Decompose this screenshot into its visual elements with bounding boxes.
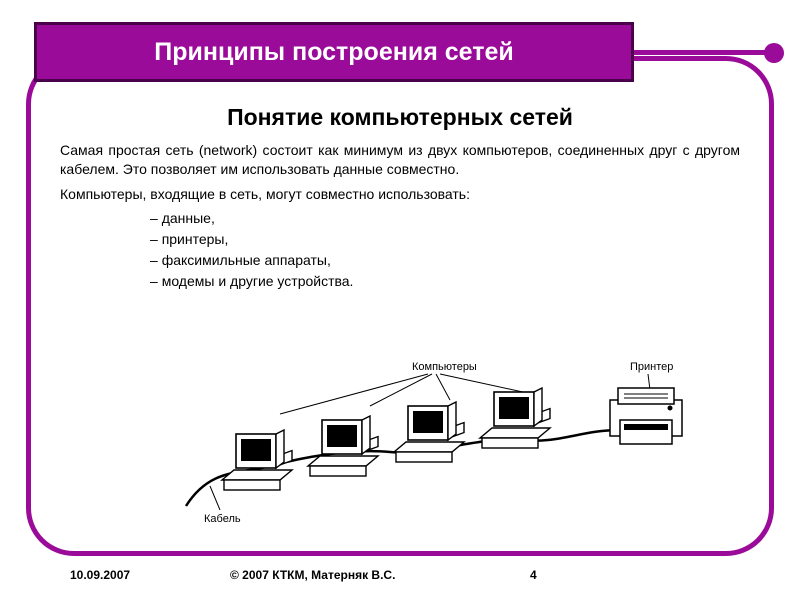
bullet-list: данные, принтеры, факсимильные аппараты,…: [150, 208, 740, 292]
content-area: Понятие компьютерных сетей Самая простая…: [60, 104, 740, 292]
list-item: данные,: [150, 208, 740, 229]
diagram-label-printer: Принтер: [630, 361, 673, 373]
subheading: Понятие компьютерных сетей: [60, 104, 740, 131]
slide: Принципы построения сетей Понятие компью…: [0, 0, 800, 600]
computer-icon: [480, 388, 550, 448]
footer-copyright: © 2007 КТКМ, Матерняк В.С.: [230, 568, 530, 590]
diagram-label-computers: Компьютеры: [412, 361, 477, 373]
list-item: факсимильные аппараты,: [150, 250, 740, 271]
footer: 10.09.2007 © 2007 КТКМ, Матерняк В.С. 4: [70, 568, 740, 590]
slide-title: Принципы построения сетей: [154, 38, 513, 67]
printer-icon: [610, 388, 682, 444]
paragraph-2: Компьютеры, входящие в сеть, могут совме…: [60, 185, 740, 204]
title-bar: Принципы построения сетей: [34, 22, 634, 82]
label-pointers: [280, 374, 650, 414]
footer-page-number: 4: [530, 568, 630, 590]
footer-date: 10.09.2007: [70, 568, 230, 590]
network-diagram: Компьютеры Принтер Кабель: [150, 356, 710, 526]
paragraph-1: Самая простая сеть (network) состоит как…: [60, 141, 740, 179]
list-item: принтеры,: [150, 229, 740, 250]
diagram-label-cable: Кабель: [204, 513, 241, 525]
list-item: модемы и другие устройства.: [150, 271, 740, 292]
computer-icon: [308, 416, 378, 476]
connector-dot: [764, 43, 784, 63]
cable-label-pointer: [210, 486, 220, 510]
accent-line: [634, 50, 774, 55]
computer-icon: [394, 402, 464, 462]
computer-icon: [222, 430, 292, 490]
